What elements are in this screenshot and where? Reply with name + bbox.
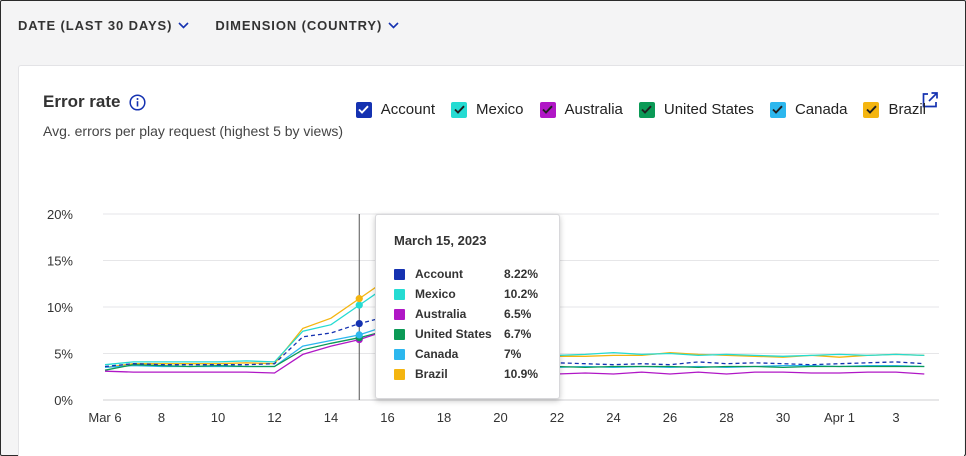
legend-checkbox[interactable] <box>863 101 880 118</box>
legend-checkbox[interactable] <box>638 101 655 118</box>
legend-label: Brazil <box>888 101 926 118</box>
check-icon <box>542 105 553 114</box>
legend-label: Account <box>380 101 435 118</box>
tooltip-swatch <box>394 288 405 300</box>
info-icon[interactable] <box>129 93 147 111</box>
tooltip-row: Account 8.22% <box>394 264 554 284</box>
legend-item-mexico[interactable]: Mexico <box>451 101 524 118</box>
chevron-down-icon <box>178 21 189 29</box>
hover-point-account <box>355 319 363 328</box>
legend-label: Australia <box>564 101 623 118</box>
date-range-filter-label: DATE (LAST 30 DAYS) <box>18 17 173 33</box>
x-tick-label: 24 <box>606 410 620 425</box>
tooltip-series-name: Canada <box>415 347 459 361</box>
hover-point-brazil <box>355 295 363 303</box>
check-icon <box>772 105 784 114</box>
tooltip-swatch <box>394 268 405 280</box>
tooltip-series-name: United States <box>415 327 492 341</box>
tooltip-row: Australia 6.5% <box>394 304 554 324</box>
hover-point-canada <box>355 331 363 339</box>
x-tick-label: 12 <box>267 410 281 425</box>
y-tick-label: 0% <box>54 393 73 408</box>
tooltip-series-value: 6.5% <box>504 307 532 321</box>
x-tick-label: Mar 6 <box>88 410 121 425</box>
tooltip-row: Canada 7% <box>394 344 554 364</box>
tooltip-series-name: Brazil <box>415 367 448 381</box>
check-icon <box>641 105 653 114</box>
share-icon[interactable] <box>921 91 939 109</box>
filter-bar: DATE (LAST 30 DAYS) DIMENSION (COUNTRY) <box>18 14 399 36</box>
x-tick-label: 20 <box>493 410 507 425</box>
tooltip-series-value: 8.22% <box>504 267 539 281</box>
y-tick-label: 10% <box>47 300 73 315</box>
legend-item-united-states[interactable]: United States <box>638 101 754 118</box>
card-title: Error rate <box>43 92 147 112</box>
tooltip-series-name: Australia <box>415 307 467 321</box>
legend-label: Canada <box>794 101 848 118</box>
tooltip-series-value: 10.9% <box>504 367 539 381</box>
legend-label: Mexico <box>476 101 524 118</box>
tooltip-row: Brazil 10.9% <box>394 364 554 384</box>
y-tick-label: 15% <box>47 254 73 269</box>
check-icon <box>358 105 369 114</box>
date-range-filter[interactable]: DATE (LAST 30 DAYS) <box>18 18 189 33</box>
legend-item-australia[interactable]: Australia <box>539 101 623 118</box>
x-tick-label: 28 <box>719 410 733 425</box>
tooltip-series-name: Mexico <box>415 287 456 301</box>
y-tick-label: 20% <box>47 207 73 222</box>
tooltip-series-value: 6.7% <box>504 327 532 341</box>
hover-point-mexico <box>355 301 363 309</box>
tooltip-swatch <box>394 348 405 360</box>
tooltip-swatch <box>394 308 405 320</box>
card-title-text: Error rate <box>43 92 121 111</box>
y-tick-label: 5% <box>54 347 73 362</box>
x-tick-label: 30 <box>776 410 790 425</box>
x-tick-label: Apr 1 <box>824 410 855 425</box>
legend-item-brazil[interactable]: Brazil <box>863 101 926 118</box>
tooltip-swatch <box>394 368 405 380</box>
chevron-down-icon <box>388 21 399 29</box>
x-tick-label: 16 <box>380 410 394 425</box>
card-subtitle: Avg. errors per play request (highest 5 … <box>43 123 344 139</box>
x-tick-label: 26 <box>663 410 677 425</box>
tooltip-date: March 15, 2023 <box>394 233 487 248</box>
legend-checkbox[interactable] <box>355 101 372 118</box>
chart-tooltip: March 15, 2023 Account 8.22% Mexico 10.2% Au… <box>375 214 560 399</box>
tooltip-swatch <box>394 328 405 340</box>
check-icon <box>453 105 465 114</box>
x-tick-label: 8 <box>158 410 165 425</box>
legend-label: United States <box>663 101 754 118</box>
dimension-filter[interactable]: DIMENSION (COUNTRY) <box>215 18 399 33</box>
tooltip-rows: Account 8.22% Mexico 10.2% Australia 6.5% Unit… <box>394 264 554 384</box>
x-tick-label: 18 <box>437 410 451 425</box>
tooltip-series-value: 10.2% <box>504 287 539 301</box>
tooltip-series-value: 7% <box>504 347 522 361</box>
check-icon <box>866 105 877 114</box>
chart-legend: Account Mexico Australia United States Canad… <box>355 101 926 118</box>
x-tick-label: 22 <box>550 410 564 425</box>
x-tick-label: 10 <box>211 410 225 425</box>
x-tick-label: 14 <box>324 410 338 425</box>
tooltip-row: Mexico 10.2% <box>394 284 554 304</box>
legend-item-canada[interactable]: Canada <box>769 101 848 118</box>
tooltip-series-name: Account <box>415 267 463 281</box>
tooltip-row: United States 6.7% <box>394 324 554 344</box>
legend-checkbox[interactable] <box>539 101 556 118</box>
legend-checkbox[interactable] <box>451 101 467 118</box>
legend-item-account[interactable]: Account <box>355 101 435 118</box>
x-tick-label: 3 <box>892 410 899 425</box>
legend-checkbox[interactable] <box>769 101 786 118</box>
dimension-filter-label: DIMENSION (COUNTRY) <box>215 17 383 33</box>
